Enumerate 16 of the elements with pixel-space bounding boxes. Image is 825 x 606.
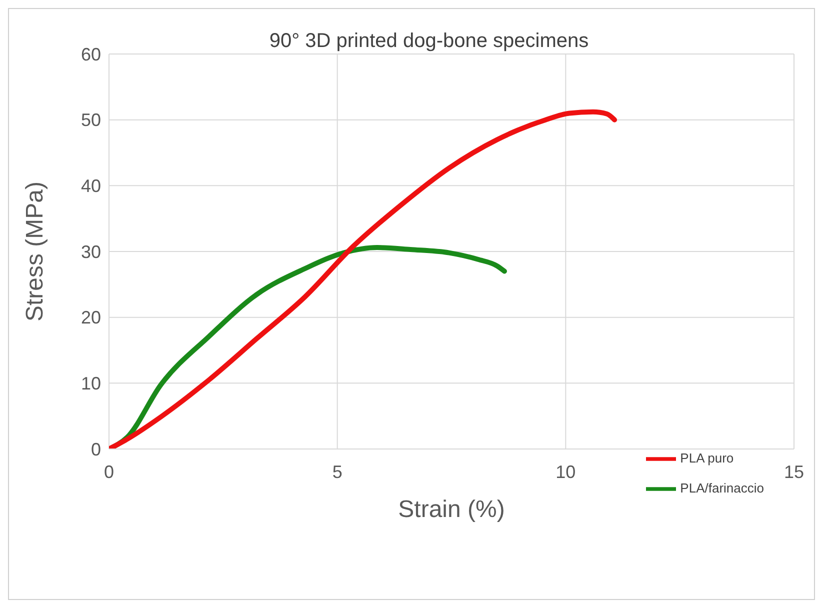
x-tick-label: 15 xyxy=(784,462,804,482)
y-tick-label: 30 xyxy=(80,242,101,262)
y-tick-label: 10 xyxy=(80,374,101,394)
legend-label: PLA puro xyxy=(680,450,734,466)
x-tick-label: 10 xyxy=(556,462,576,482)
x-tick-label: 5 xyxy=(332,462,342,482)
y-tick-label: 40 xyxy=(80,176,101,196)
x-tick-label: 0 xyxy=(104,462,114,482)
y-tick-label: 20 xyxy=(80,308,101,328)
y-tick-label: 60 xyxy=(80,44,101,64)
chart-title: 90° 3D printed dog-bone specimens xyxy=(269,30,589,52)
y-axis-title: Stress (MPa) xyxy=(22,181,49,322)
y-tick-label: 0 xyxy=(90,439,101,460)
legend-label: PLA/farinaccio xyxy=(680,480,764,496)
y-tick-label: 50 xyxy=(80,110,101,130)
x-axis-title: Strain (%) xyxy=(398,496,505,523)
